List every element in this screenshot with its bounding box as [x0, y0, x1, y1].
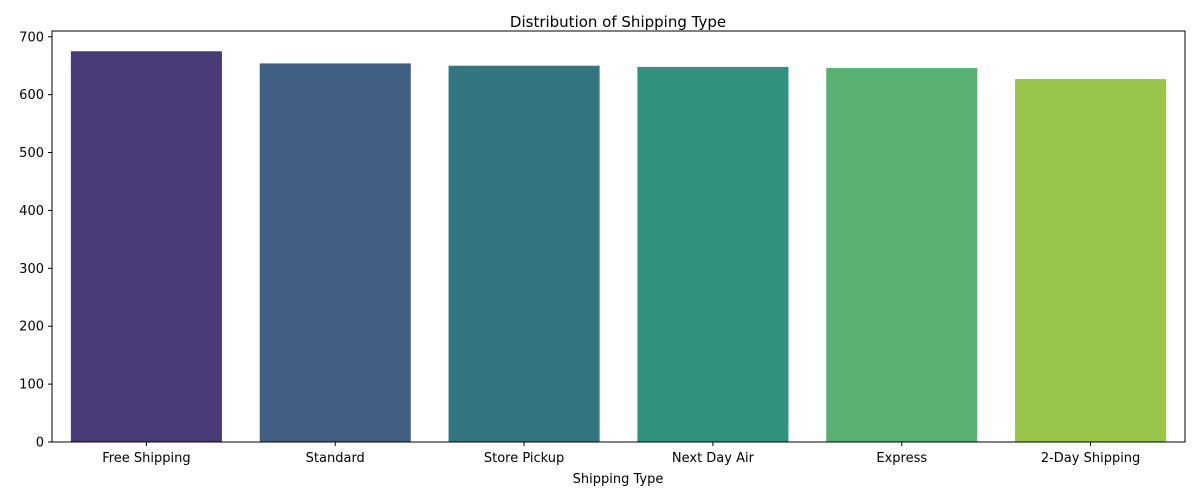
x-tick-label: Free Shipping — [102, 451, 190, 466]
bar-standard — [259, 63, 411, 442]
x-axis-label: Shipping Type — [573, 472, 664, 487]
y-axis: 0 100 200 300 400 500 600 700 — [19, 30, 52, 451]
bar-store-pickup — [448, 65, 600, 442]
x-tick-label: Store Pickup — [484, 451, 564, 466]
x-tick-label: Next Day Air — [672, 451, 755, 466]
y-tick-label: 300 — [19, 262, 44, 277]
chart-title: Distribution of Shipping Type — [510, 13, 726, 31]
bar-express — [826, 68, 978, 443]
plot-frame — [51, 30, 1186, 443]
x-tick-label: Express — [876, 451, 927, 466]
x-axis: Free Shipping Standard Store Pickup Next Da… — [102, 442, 1140, 466]
y-tick-label: 200 — [19, 320, 44, 335]
bar-next-day-air — [637, 66, 789, 443]
y-tick-label: 0 — [36, 436, 44, 451]
y-tick-label: 100 — [19, 378, 44, 393]
y-tick-label: 700 — [19, 30, 44, 45]
y-tick-label: 600 — [19, 88, 44, 103]
x-tick-label: 2-Day Shipping — [1041, 451, 1140, 466]
x-tick-label: Standard — [306, 451, 365, 466]
y-tick-label: 500 — [19, 146, 44, 161]
bars-group — [70, 51, 1167, 443]
bar-free-shipping — [70, 51, 222, 443]
bar-2-day-shipping — [1015, 79, 1167, 442]
y-tick-label: 400 — [19, 204, 44, 219]
